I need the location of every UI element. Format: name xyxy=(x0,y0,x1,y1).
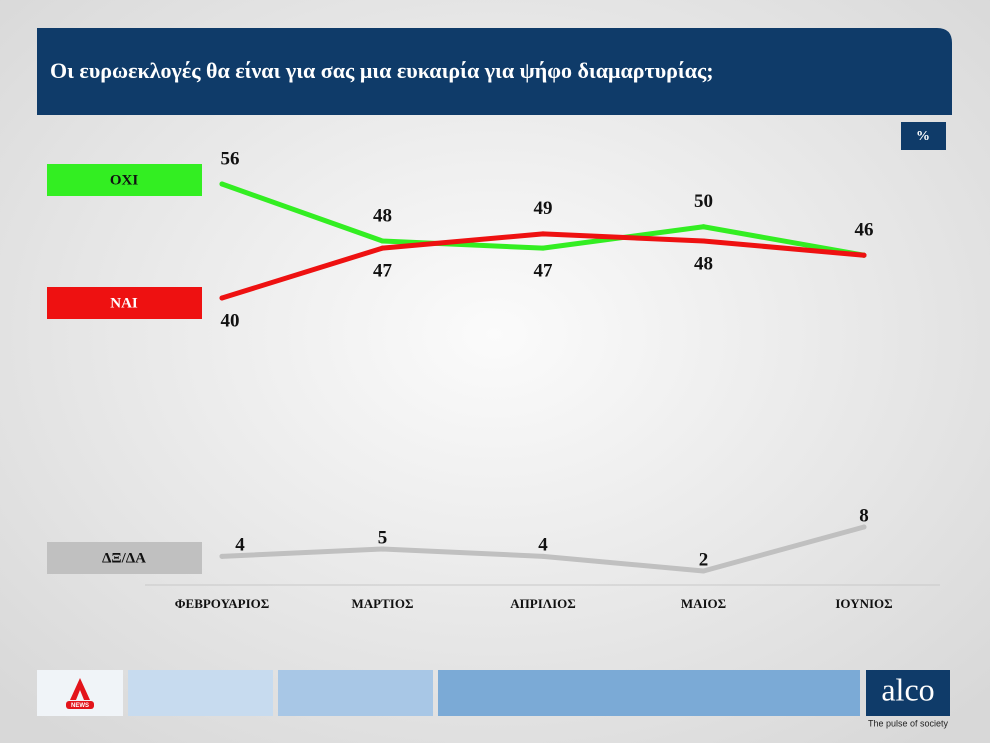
data-label: 50 xyxy=(694,191,713,212)
legend-swatch xyxy=(47,287,202,319)
data-label: 40 xyxy=(221,310,240,331)
data-label: 8 xyxy=(859,505,869,526)
legend-label: ΔΞ/ΔΑ xyxy=(102,550,146,566)
legend-swatch xyxy=(47,542,202,574)
point xyxy=(219,181,225,187)
data-label: 5 xyxy=(378,527,388,548)
news-logo-badge xyxy=(66,701,94,709)
alco-logo: alco xyxy=(881,671,934,707)
point xyxy=(540,245,546,251)
data-label: 46 xyxy=(855,220,874,241)
legend-label: ΝΑΙ xyxy=(110,295,138,311)
point xyxy=(219,553,225,559)
point xyxy=(701,224,706,230)
data-label: 56 xyxy=(221,148,240,169)
point xyxy=(861,252,867,258)
data-label: 48 xyxy=(373,205,392,226)
title-bar xyxy=(37,28,952,115)
point xyxy=(540,231,546,237)
point xyxy=(701,238,706,244)
footer: NEWS alco The pulse of society xyxy=(37,670,950,728)
data-label: 4 xyxy=(538,535,548,556)
data-label: 47 xyxy=(373,260,393,281)
legend-label: ΟΧΙ xyxy=(110,172,139,188)
x-tick-label: ΜΑΙΟΣ xyxy=(681,596,726,611)
news-logo xyxy=(70,678,90,700)
tagline: The pulse of society xyxy=(868,718,949,728)
unit-label: % xyxy=(916,129,930,144)
data-label: 2 xyxy=(699,549,709,570)
footer-block xyxy=(278,670,433,716)
footer-block xyxy=(438,670,860,716)
point xyxy=(380,245,385,251)
data-label: 47 xyxy=(534,260,554,281)
chart-title: Οι ευρωεκλογές θα είναι για σας μια ευκα… xyxy=(50,58,714,83)
news-logo-text: NEWS xyxy=(71,703,89,709)
unit-box xyxy=(901,122,946,150)
alco-box xyxy=(866,670,950,716)
x-tick-label: ΜΑΡΤΙΟΣ xyxy=(352,596,414,611)
point xyxy=(219,295,225,301)
point xyxy=(380,238,385,244)
footer-block xyxy=(128,670,273,716)
data-label: 4 xyxy=(235,535,245,556)
x-tick-label: ΙΟΥΝΙΟΣ xyxy=(835,596,892,611)
x-tick-label: ΦΕΒΡΟΥΑΡΙΟΣ xyxy=(175,596,270,611)
point xyxy=(380,546,385,552)
point xyxy=(861,524,867,530)
footer-block xyxy=(37,670,123,716)
point xyxy=(540,553,546,559)
data-label: 48 xyxy=(694,253,713,274)
legend-swatch xyxy=(47,164,202,196)
point xyxy=(701,568,706,574)
x-tick-label: ΑΠΡΙΛΙΟΣ xyxy=(510,596,576,611)
data-label: 49 xyxy=(534,198,553,219)
